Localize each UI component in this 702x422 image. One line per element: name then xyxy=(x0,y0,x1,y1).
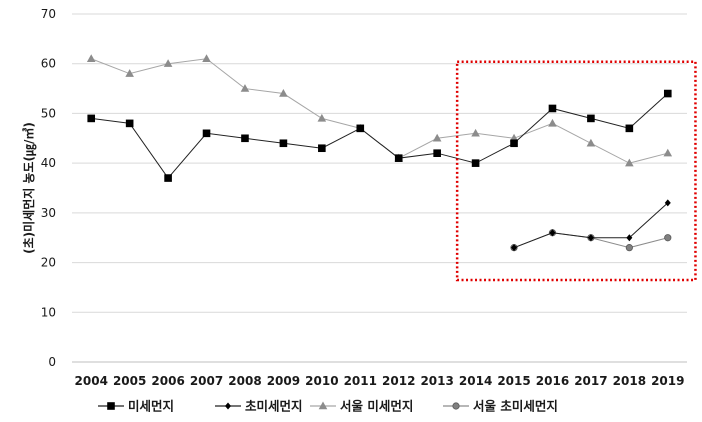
series-line xyxy=(91,93,669,179)
y-tick-label: 30 xyxy=(41,206,56,220)
series-2 xyxy=(511,199,671,252)
legend-label: 서울 미세먼지 xyxy=(340,399,413,414)
x-tick-label: 2006 xyxy=(151,374,184,388)
data-point xyxy=(433,149,441,157)
legend-marker xyxy=(225,402,231,410)
x-tick-label: 2017 xyxy=(574,374,607,388)
y-tick-label: 50 xyxy=(41,106,56,120)
y-tick-label: 20 xyxy=(41,256,56,270)
x-tick-label: 2007 xyxy=(190,374,223,388)
data-point xyxy=(87,114,96,123)
legend-marker xyxy=(107,402,115,410)
data-point xyxy=(202,54,211,62)
x-tick-label: 2015 xyxy=(497,374,530,388)
series-line xyxy=(91,58,668,164)
data-point xyxy=(548,104,557,113)
x-tick-label: 2019 xyxy=(651,374,684,388)
data-point xyxy=(163,59,173,67)
data-point xyxy=(356,124,365,133)
y-tick-label: 10 xyxy=(41,305,56,319)
legend-item: 서울 미세먼지 xyxy=(310,399,413,414)
legend-label: 미세먼지 xyxy=(128,399,174,414)
data-point xyxy=(511,244,518,252)
data-point xyxy=(202,129,211,138)
x-tick-label: 2004 xyxy=(75,374,108,388)
x-tick-label: 2008 xyxy=(228,374,261,388)
data-point xyxy=(279,139,288,148)
highlight-box xyxy=(455,60,697,282)
data-point xyxy=(125,69,134,77)
y-tick-label: 40 xyxy=(41,156,56,170)
x-tick-label: 2013 xyxy=(420,374,453,388)
series-lines xyxy=(86,54,673,252)
data-point xyxy=(240,84,250,92)
legend-item: 초미세먼지 xyxy=(215,399,303,414)
data-point xyxy=(625,124,634,133)
x-tick-label: 2011 xyxy=(344,374,377,388)
grid-lines xyxy=(72,13,687,363)
data-point xyxy=(625,244,633,252)
data-point xyxy=(664,199,671,207)
data-point xyxy=(471,128,480,137)
y-axis-ticks: 0 10 20 30 40 50 60 70 xyxy=(41,7,56,369)
legend-marker xyxy=(318,401,328,410)
y-axis-label: (초)미세먼지 농도(㎍/㎥) xyxy=(21,122,37,254)
x-tick-label: 2014 xyxy=(459,374,492,388)
legend-label: 서울 초미세먼지 xyxy=(473,399,558,414)
y-tick-label: 70 xyxy=(41,7,56,21)
legend-label: 초미세먼지 xyxy=(245,399,303,414)
data-point xyxy=(241,134,249,143)
data-point xyxy=(471,159,480,167)
data-point xyxy=(663,148,673,157)
data-point xyxy=(432,133,442,142)
legend-item: 서울 초미세먼지 xyxy=(443,399,558,414)
data-point xyxy=(548,118,557,127)
legend: 미세먼지 초미세먼지 서울 미세먼지 서울 초미세먼지 xyxy=(98,399,558,414)
legend-item: 미세먼지 xyxy=(98,399,174,414)
y-tick-label: 0 xyxy=(48,355,56,369)
series-1 xyxy=(87,89,672,182)
x-tick-label: 2010 xyxy=(305,374,338,388)
data-point xyxy=(279,89,288,97)
data-point xyxy=(510,139,518,148)
x-axis-ticks: 2004 2005 2006 2007 2008 2009 2010 2011 2012 2013… xyxy=(75,374,685,388)
series-3 xyxy=(86,54,673,167)
data-point xyxy=(125,119,134,128)
legend-marker xyxy=(452,402,460,410)
y-tick-label: 60 xyxy=(41,57,56,71)
data-point xyxy=(664,234,672,242)
x-tick-label: 2012 xyxy=(382,374,415,388)
data-point xyxy=(86,54,96,62)
data-point xyxy=(586,138,596,147)
data-point xyxy=(625,158,634,167)
data-point xyxy=(626,234,633,242)
data-point xyxy=(587,234,594,242)
x-tick-label: 2018 xyxy=(613,374,646,388)
x-tick-label: 2009 xyxy=(267,374,300,388)
x-tick-label: 2005 xyxy=(113,374,146,388)
data-point xyxy=(549,229,556,237)
data-point xyxy=(663,89,672,98)
data-point xyxy=(587,114,595,123)
data-point xyxy=(164,174,172,182)
data-point xyxy=(317,113,327,122)
data-point xyxy=(394,154,403,162)
x-tick-label: 2016 xyxy=(536,374,569,388)
data-point xyxy=(318,144,326,153)
